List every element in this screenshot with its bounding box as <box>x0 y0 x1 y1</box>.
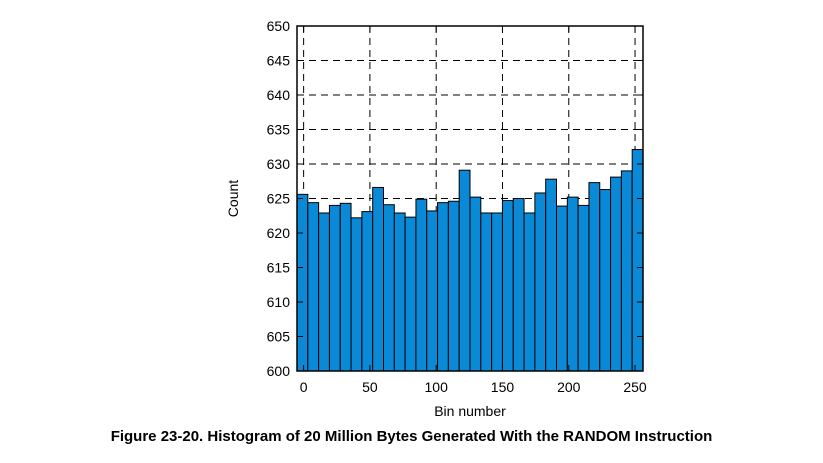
histogram-bar <box>631 149 644 372</box>
y-tick-label: 640 <box>267 87 291 103</box>
axis-ticks: 600 605 610 615 620 625 630 635 640 645 650 0 50 100 1… <box>267 18 647 395</box>
histogram-bar <box>566 196 579 372</box>
histogram-bar <box>501 200 514 372</box>
histogram-bar <box>437 202 449 372</box>
y-tick-label: 600 <box>267 363 291 379</box>
y-tick-label: 635 <box>267 122 291 138</box>
x-tick-label: 50 <box>362 379 378 395</box>
histogram-chart: 600 605 610 615 620 625 630 635 640 645 650 0 50 100 1… <box>225 18 647 419</box>
y-tick-label: 620 <box>267 225 291 241</box>
y-tick-label: 625 <box>267 191 291 207</box>
bars <box>296 149 644 372</box>
figure-caption: Figure 23-20. Histogram of 20 Million By… <box>110 428 713 445</box>
histogram-bar <box>296 193 309 372</box>
histogram-bar <box>361 211 374 372</box>
y-tick-label: 650 <box>267 18 291 34</box>
y-tick-label: 630 <box>267 156 291 172</box>
y-tick-label: 605 <box>267 329 291 345</box>
histogram-bar <box>404 216 417 372</box>
x-tick-label: 150 <box>491 379 515 395</box>
histogram-bar <box>393 212 406 372</box>
histogram-bar <box>512 198 525 372</box>
x-tick-label: 250 <box>623 379 647 395</box>
x-tick-label: 0 <box>300 379 308 395</box>
histogram-bar <box>415 198 428 372</box>
histogram-bar <box>577 204 590 372</box>
histogram-bar <box>491 212 503 372</box>
histogram-bar <box>383 204 395 372</box>
histogram-bar <box>610 176 622 372</box>
x-axis-label: Bin number <box>434 403 506 419</box>
histogram-bar <box>372 186 384 372</box>
histogram-bar <box>350 217 363 372</box>
histogram-bar <box>523 212 536 372</box>
histogram-bar <box>426 210 439 372</box>
histogram-bar <box>534 192 547 372</box>
y-tick-label: 615 <box>267 260 291 276</box>
histogram-bar <box>447 200 460 372</box>
histogram-bar <box>318 212 330 372</box>
histogram-bar <box>328 204 341 372</box>
histogram-bar <box>556 205 568 372</box>
y-axis-label: Count <box>225 180 241 217</box>
histogram-bar <box>339 202 352 372</box>
histogram-bar <box>458 169 471 372</box>
histogram-bar <box>620 170 633 372</box>
histogram-bar <box>545 178 557 372</box>
y-tick-label: 610 <box>267 294 291 310</box>
x-tick-label: 200 <box>557 379 581 395</box>
x-tick-label: 100 <box>425 379 449 395</box>
y-tick-label: 645 <box>267 53 291 69</box>
histogram-bar <box>599 189 612 372</box>
histogram-bar <box>307 202 320 372</box>
histogram-bar <box>469 196 482 372</box>
histogram-bar <box>480 212 493 372</box>
histogram-bar <box>588 182 601 372</box>
